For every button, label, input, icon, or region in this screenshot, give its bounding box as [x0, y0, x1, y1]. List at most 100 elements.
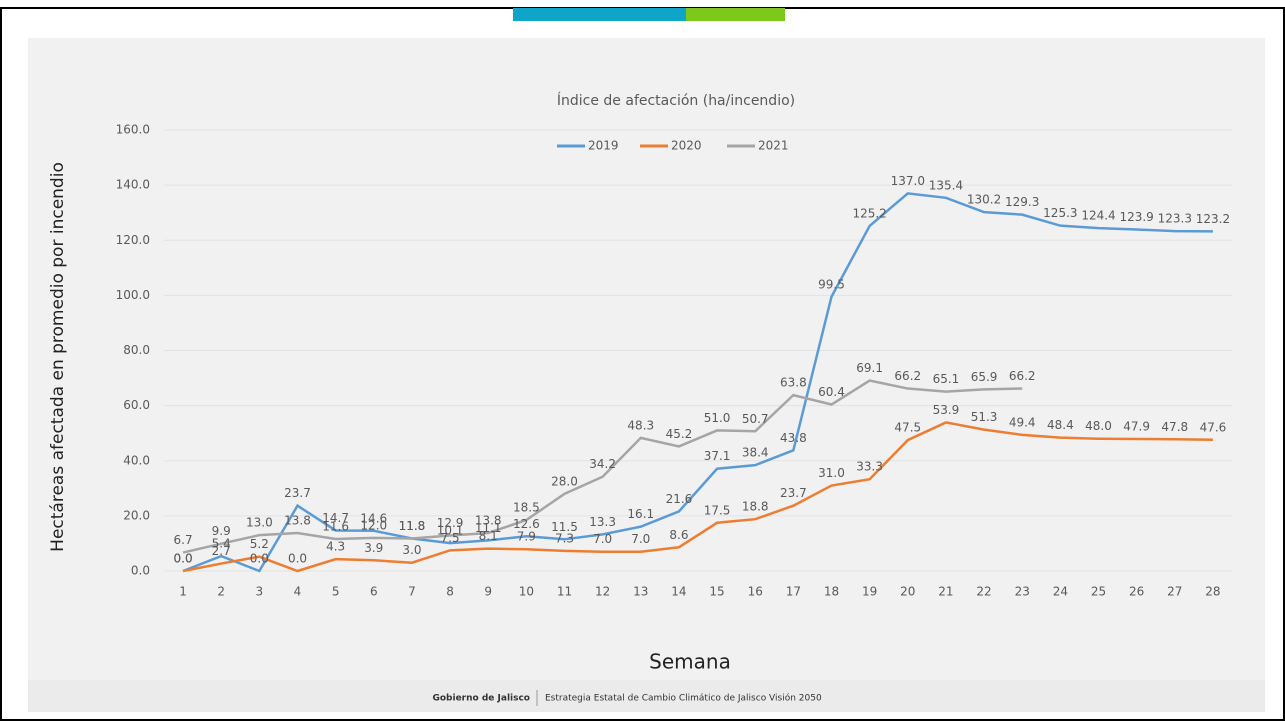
data-label: 13.3 [589, 515, 616, 529]
footer-org: Gobierno de Jalisco [432, 694, 530, 704]
data-label: 3.0 [402, 543, 421, 557]
data-label: 50.7 [742, 412, 769, 426]
legend-label: 2021 [758, 139, 789, 153]
x-tick-label: 3 [256, 585, 264, 599]
data-label: 48.4 [1047, 418, 1074, 432]
x-tick-label: 19 [862, 585, 877, 599]
data-label: 60.4 [818, 385, 845, 399]
data-label: 23.7 [780, 486, 807, 500]
x-tick-label: 10 [519, 585, 534, 599]
data-label: 65.1 [933, 372, 960, 386]
data-label: 0.0 [174, 552, 193, 566]
chart-title: Índice de afectación (ha/incendio) [557, 92, 795, 109]
data-label: 125.3 [1043, 206, 1077, 220]
x-tick-label: 15 [709, 585, 724, 599]
data-label: 7.3 [555, 531, 574, 545]
data-label: 123.2 [1196, 212, 1230, 226]
data-label: 7.9 [517, 530, 536, 544]
x-tick-label: 9 [484, 585, 492, 599]
data-label: 130.2 [967, 193, 1001, 207]
data-label: 124.4 [1081, 209, 1115, 223]
data-label: 0.0 [250, 552, 269, 566]
data-label: 2.7 [212, 544, 231, 558]
data-label: 49.4 [1009, 415, 1036, 429]
legend-label: 2019 [588, 139, 619, 153]
data-label: 11.1 [475, 521, 502, 535]
data-label: 11.6 [322, 520, 349, 534]
data-label: 47.5 [894, 421, 921, 435]
data-label: 137.0 [891, 174, 925, 188]
x-tick-label: 22 [976, 585, 991, 599]
data-label: 51.3 [971, 410, 998, 424]
x-tick-label: 28 [1205, 585, 1220, 599]
data-label: 0.0 [174, 552, 193, 566]
footer-text: Estrategia Estatal de Cambio Climático d… [545, 693, 822, 704]
data-label: 18.5 [513, 501, 540, 515]
y-tick-label: 40.0 [123, 453, 150, 467]
x-tick-label: 17 [786, 585, 801, 599]
series-line [182, 421, 1213, 573]
x-tick-label: 27 [1167, 585, 1182, 599]
data-label: 6.7 [174, 533, 193, 547]
x-tick-label: 11 [557, 585, 572, 599]
data-label: 48.0 [1085, 419, 1112, 433]
data-label: 11.8 [399, 519, 426, 533]
data-label: 9.9 [212, 524, 231, 538]
data-label: 3.9 [364, 541, 383, 555]
data-label: 14.7 [322, 511, 349, 525]
data-label: 11.8 [399, 519, 426, 533]
data-label: 47.6 [1200, 420, 1227, 434]
data-label: 8.1 [479, 529, 498, 543]
x-tick-label: 26 [1129, 585, 1144, 599]
y-tick-label: 160.0 [116, 123, 150, 137]
x-axis-label: Semana [649, 650, 731, 674]
data-label: 33.3 [856, 460, 883, 474]
data-label: 135.4 [929, 178, 963, 192]
x-tick-label: 23 [1015, 585, 1030, 599]
deco-bar [513, 8, 686, 21]
data-label: 48.3 [627, 418, 654, 432]
data-label: 37.1 [704, 449, 731, 463]
x-tick-label: 16 [748, 585, 763, 599]
x-tick-label: 5 [332, 585, 340, 599]
y-axis-label: Hectáreas afectada en promedio por incen… [48, 162, 68, 552]
x-tick-label: 24 [1053, 585, 1068, 599]
y-tick-label: 60.0 [123, 398, 150, 412]
data-label: 17.5 [704, 503, 731, 517]
x-tick-label: 1 [179, 585, 187, 599]
x-tick-label: 2 [217, 585, 225, 599]
x-tick-label: 13 [633, 585, 648, 599]
data-label: 45.2 [666, 427, 693, 441]
data-label: 47.8 [1161, 420, 1188, 434]
data-label: 21.6 [666, 492, 693, 506]
data-label: 123.3 [1158, 212, 1192, 226]
data-label: 53.9 [933, 403, 960, 417]
data-label: 47.9 [1123, 419, 1150, 433]
data-label: 12.6 [513, 517, 540, 531]
data-label: 43.8 [780, 431, 807, 445]
data-label: 99.5 [818, 277, 845, 291]
data-label: 11.5 [551, 520, 578, 534]
data-label: 13.8 [284, 513, 311, 527]
x-tick-label: 7 [408, 585, 416, 599]
y-tick-label: 80.0 [123, 343, 150, 357]
data-label: 10.1 [437, 524, 464, 538]
y-tick-label: 120.0 [116, 233, 150, 247]
deco-bar [686, 8, 785, 21]
data-label: 7.0 [631, 532, 650, 546]
legend-label: 2020 [671, 139, 702, 153]
data-label: 16.1 [627, 507, 654, 521]
data-label: 66.2 [894, 369, 921, 383]
x-tick-label: 12 [595, 585, 610, 599]
footer-bar [28, 680, 1265, 712]
data-label: 0.0 [288, 552, 307, 566]
data-label: 23.7 [284, 486, 311, 500]
data-label: 38.4 [742, 446, 769, 460]
x-tick-label: 8 [446, 585, 454, 599]
data-label: 13.8 [475, 513, 502, 527]
y-tick-label: 0.0 [131, 564, 150, 578]
x-tick-label: 20 [900, 585, 915, 599]
data-label: 125.2 [852, 206, 886, 220]
y-tick-label: 140.0 [116, 178, 150, 192]
